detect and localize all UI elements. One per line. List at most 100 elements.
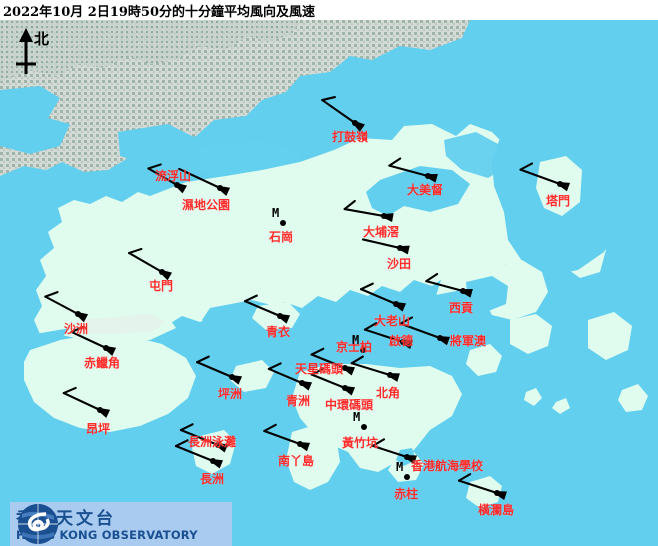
station-label: 黃竹坑	[342, 436, 379, 450]
station-label: 京士柏	[336, 340, 373, 354]
station-label: 西貢	[449, 301, 474, 315]
station-dot-icon	[352, 120, 358, 126]
wind-barb	[263, 423, 310, 452]
deep-bay	[118, 124, 196, 166]
tolo-harbour	[366, 166, 470, 216]
station-label: 大老山	[374, 314, 411, 328]
calm-wind-marker: M	[352, 333, 360, 347]
station-dot-icon	[393, 301, 399, 307]
station-dot-icon	[381, 213, 387, 219]
station-dot-icon	[159, 269, 165, 275]
station-dot-icon	[404, 474, 410, 480]
station-label: 中環碼頭	[325, 398, 374, 412]
clearwater-bay-land	[510, 314, 552, 354]
station-label: 天星碼頭	[295, 362, 344, 376]
wind-barb	[243, 294, 291, 324]
station-label: 長洲泳灘	[188, 435, 237, 449]
north-label: 北	[34, 30, 50, 48]
station-dot-icon	[210, 458, 216, 464]
station-label: 青衣	[266, 325, 291, 339]
station-dot-icon	[342, 365, 348, 371]
station-label: 長洲	[200, 472, 225, 486]
station-label: 打鼓嶺	[332, 130, 369, 144]
station-label: 赤柱	[394, 487, 419, 501]
page-title: 2022年10月 2日19時50分的十分鐘平均風向及風速	[3, 5, 316, 20]
station-dot-icon	[299, 380, 305, 386]
station-dot-icon	[437, 335, 443, 341]
station-dot-icon	[387, 372, 393, 378]
wind-barb	[195, 355, 243, 385]
lantau-island	[24, 334, 196, 432]
wind-barb	[359, 282, 407, 312]
north-arrow-icon	[16, 28, 36, 74]
calm-wind-marker: M	[272, 206, 280, 220]
station-dot-icon	[217, 185, 223, 191]
wind-barb-layer	[44, 96, 570, 501]
station-label: 坪洲	[218, 387, 243, 401]
station-label: 香港航海學校	[411, 459, 484, 473]
station-dot-icon	[103, 345, 109, 351]
station-dot-icon	[174, 182, 180, 188]
station-label: 沙洲	[64, 322, 89, 336]
station-label: 橫瀾島	[478, 503, 515, 517]
calm-wind-marker: M	[353, 410, 361, 424]
wind-barb	[350, 355, 400, 382]
wind-barb	[425, 272, 473, 298]
hko-logo-en: HONG KONG OBSERVATORY	[16, 527, 198, 542]
station-label: 南丫島	[278, 454, 315, 468]
station-dot-icon	[280, 220, 286, 226]
station-dot-icon	[229, 374, 235, 380]
hko-logo: 香港天文台 HONG KONG OBSERVATORY	[10, 502, 232, 546]
peng-chau-island	[230, 360, 274, 392]
station-dot-icon	[277, 313, 283, 319]
outer-island-e	[588, 312, 632, 360]
station-label: 啟德	[389, 334, 414, 348]
station-dot-icon	[404, 454, 410, 460]
waglan-island	[466, 476, 502, 508]
station-label: 大埔滘	[363, 225, 400, 239]
station-label: 濕地公園	[182, 198, 231, 212]
station-label: 石崗	[269, 230, 294, 244]
station-label: 昂坪	[86, 422, 111, 436]
station-dot-icon	[361, 424, 367, 430]
shenzhen-bay	[0, 86, 70, 154]
wind-barb	[62, 386, 111, 418]
station-dot-icon	[215, 442, 221, 448]
station-dot-icon	[297, 441, 303, 447]
station-dot-icon	[342, 385, 348, 391]
station-dot-icon	[75, 311, 81, 317]
station-dot-icon	[97, 407, 103, 413]
station-label: 青洲	[286, 394, 311, 408]
north-arrow: 北	[6, 26, 70, 78]
wind-barb	[388, 157, 438, 183]
wind-barb	[321, 96, 365, 132]
wind-barb	[519, 162, 570, 192]
station-label: 北角	[376, 386, 401, 400]
port-shelter	[420, 290, 494, 336]
new-territories-land	[34, 124, 606, 342]
wind-barb	[457, 473, 507, 501]
tko-outlying	[466, 344, 502, 376]
calm-wind-marker: M	[396, 460, 404, 474]
title-bar: 2022年10月 2日19時50分的十分鐘平均風向及風速	[0, 0, 658, 20]
station-dot-icon	[460, 288, 466, 294]
hko-logo-mark	[18, 504, 58, 544]
station-label: 沙田	[387, 257, 412, 271]
outer-island-se	[618, 384, 648, 412]
station-label: 流浮山	[155, 169, 192, 183]
cheung-chau-island	[192, 430, 236, 474]
wind-barb	[128, 247, 173, 281]
station-dot-icon	[360, 347, 366, 353]
station-label: 赤鱲角	[84, 356, 121, 370]
wind-barb	[44, 291, 89, 323]
station-dot-icon	[557, 181, 563, 187]
map-canvas[interactable]: 北 打鼓嶺 流浮山 濕地公園 石崗 M 大美督 塔門 大埔滘 沙田 屯門 沙洲 赤鱲角 昂坪 西貢 大老山青…	[0, 20, 658, 546]
station-label: 大美督	[407, 183, 444, 197]
lamma-island	[286, 424, 340, 490]
station-dot-icon	[494, 490, 500, 496]
station-label: 塔門	[546, 194, 571, 208]
station-dot-icon	[400, 339, 406, 345]
wind-barb	[343, 199, 394, 222]
station-dot-icon	[425, 173, 431, 179]
